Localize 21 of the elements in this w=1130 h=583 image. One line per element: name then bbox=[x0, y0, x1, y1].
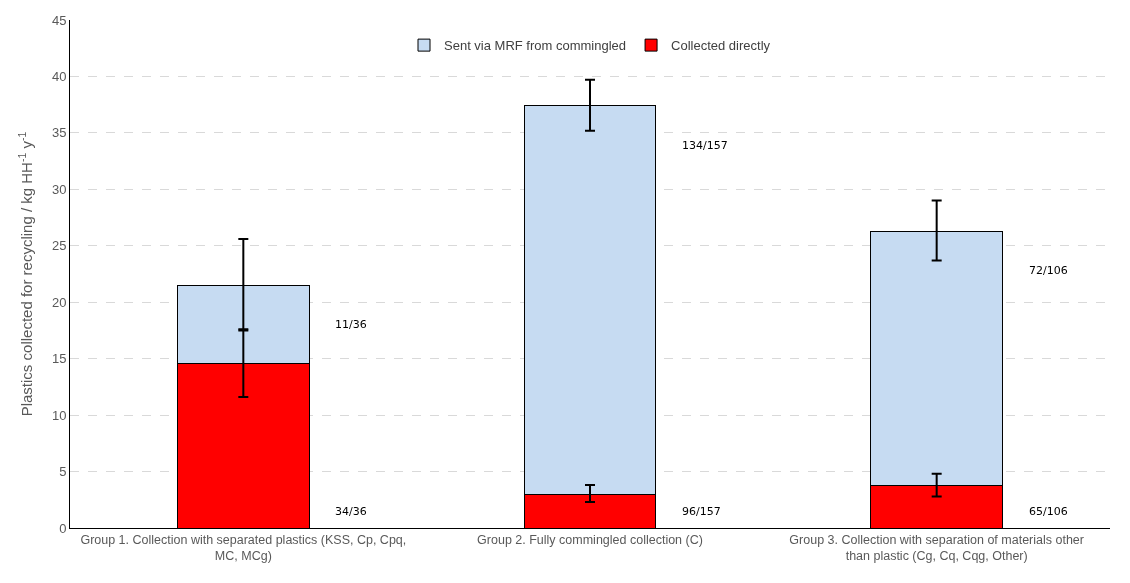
y-tick-label: 10 bbox=[51, 407, 67, 423]
annotation: 134/157 bbox=[682, 139, 728, 152]
annotation: 11/36 bbox=[335, 318, 367, 331]
y-tick-label: 45 bbox=[51, 12, 67, 28]
x-tick-label: Group 2. Fully commingled collection (C) bbox=[477, 533, 703, 547]
x-tick-label: Group 3. Collection with separation of materials other than plastic (Cg, Cq, Cqg, Other) bbox=[789, 533, 1084, 564]
annotation: 96/157 bbox=[682, 505, 721, 518]
y-tick-label: 35 bbox=[51, 125, 67, 141]
y-tick-label: 40 bbox=[51, 68, 67, 84]
x-tick-label: Group 1. Collection with separated plastics (KSS, Cp, Cpq, MC, MCg) bbox=[80, 533, 407, 564]
annotation: 34/36 bbox=[335, 505, 367, 518]
annotation: 72/106 bbox=[1029, 264, 1068, 277]
y-tick-label: 25 bbox=[51, 238, 67, 254]
legend-label: Collected directly bbox=[671, 38, 771, 54]
y-tick-label: 5 bbox=[59, 464, 67, 480]
y-tick-label: 30 bbox=[51, 181, 67, 197]
y-tick-label: 20 bbox=[51, 294, 67, 310]
legend-label: Sent via MRF from commingled bbox=[444, 38, 627, 54]
y-tick-label: 0 bbox=[59, 520, 67, 536]
y-tick-label: 15 bbox=[51, 351, 67, 367]
annotation: 65/106 bbox=[1029, 505, 1068, 518]
